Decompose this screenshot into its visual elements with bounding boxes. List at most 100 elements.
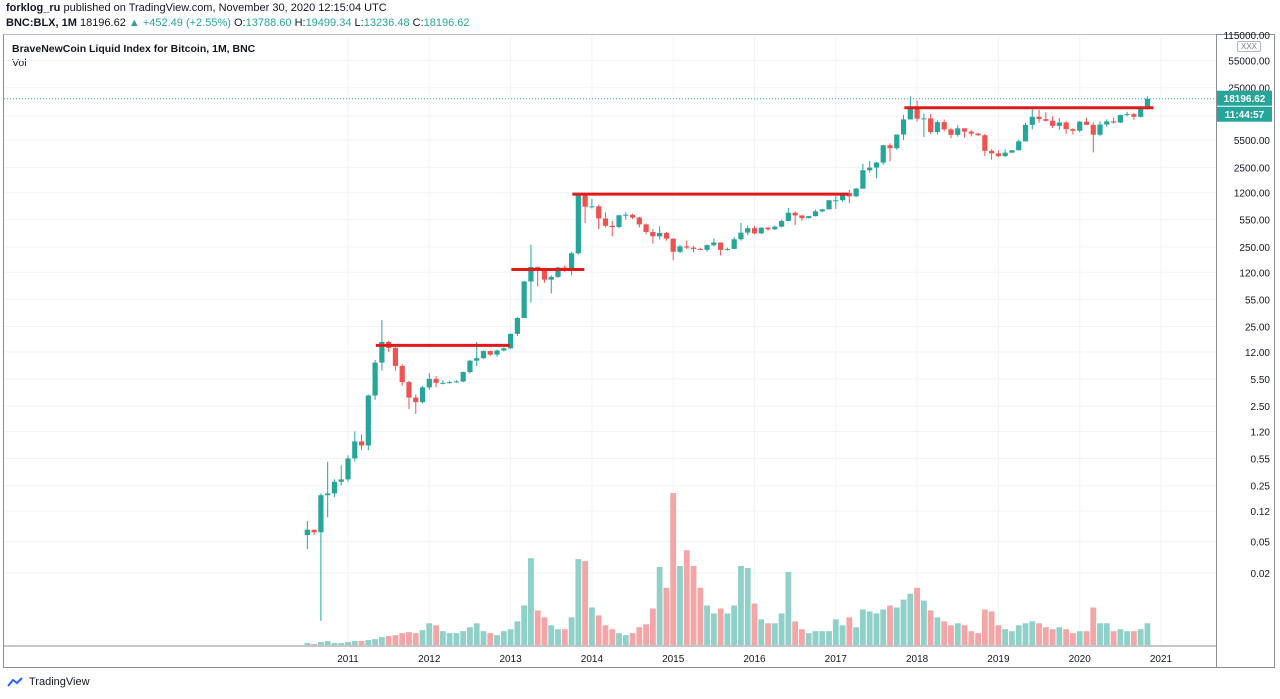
footer-brand: TradingView (29, 676, 90, 688)
volume-bar (304, 643, 311, 645)
volume-bar (656, 567, 663, 645)
candle-body (1009, 150, 1015, 153)
y-tick-label: 55.00 (1245, 295, 1270, 306)
candle-body (975, 133, 981, 136)
volume-bar (392, 635, 399, 645)
x-tick-label: 2012 (418, 654, 441, 665)
candle-body (474, 358, 480, 361)
candle-body (806, 216, 812, 219)
volume-bar (636, 627, 643, 645)
volume-bar (853, 627, 860, 645)
candle-body (697, 248, 703, 250)
volume-bar (758, 619, 765, 645)
candle-body (934, 122, 941, 132)
candle-body (304, 529, 310, 536)
volume-bar (643, 624, 649, 645)
volume-bar (453, 633, 460, 645)
y-tick-label: 0.25 (1251, 482, 1271, 493)
x-tick-label: 2018 (906, 654, 929, 665)
candle-body (555, 267, 561, 277)
candle-body (345, 458, 351, 480)
candle-body (623, 214, 629, 216)
volume-bar (805, 633, 812, 645)
last-price: 18196.62 (79, 17, 126, 29)
volume-bar (351, 641, 358, 645)
published-text: published on TradingView.com, November 3… (63, 2, 387, 14)
volume-bar (927, 610, 934, 645)
volume-bar (1036, 623, 1042, 645)
volume-bar (575, 559, 582, 645)
candle-body (318, 495, 324, 533)
volume-bar (534, 610, 541, 645)
volume-bar (975, 633, 981, 645)
x-tick-label: 2011 (337, 654, 359, 665)
volume-bar (697, 587, 704, 645)
candle-body (1077, 121, 1083, 131)
candle-body (948, 129, 954, 135)
candle-body (677, 246, 683, 252)
candle-body (1050, 120, 1056, 126)
close-label: C: (412, 17, 424, 29)
y-tick-label: 25.00 (1245, 323, 1270, 334)
high-value: 19499.34 (305, 17, 352, 29)
candle-body (1090, 124, 1096, 135)
high-label: H: (294, 17, 306, 29)
candle-body (629, 214, 636, 218)
volume-bar (1042, 627, 1049, 645)
volume-bar (751, 603, 758, 645)
y-tick-label: 25000.00 (1228, 84, 1270, 95)
volume-bar (948, 625, 954, 645)
volume-bar (941, 621, 948, 645)
y-tick-label: 0.12 (1251, 507, 1271, 518)
candle-body (1002, 152, 1008, 157)
candle-body (453, 381, 459, 383)
candle-body (724, 248, 730, 250)
candle-body (1117, 115, 1123, 123)
candle-body (589, 206, 595, 208)
volume-bar (582, 561, 589, 645)
volume-bar (372, 639, 378, 645)
candle-body (487, 351, 493, 355)
candle-body (982, 135, 988, 151)
volume-bar (724, 613, 731, 645)
publisher-name: forklog_ru (6, 2, 61, 14)
candle-body (616, 215, 622, 227)
candle-body (819, 209, 825, 212)
candle-body (812, 211, 819, 217)
volume-bar (467, 627, 473, 645)
volume-bar (1131, 631, 1137, 645)
volume-bar (595, 615, 602, 645)
volume-bar (399, 633, 406, 645)
candle-body (663, 232, 670, 239)
volume-bar (670, 493, 677, 645)
volume-bar (860, 609, 866, 645)
candle-body (467, 360, 473, 373)
volume-bar (345, 642, 351, 645)
volume-bar (663, 587, 670, 645)
candle-body (1070, 129, 1076, 131)
candle-body (1043, 119, 1049, 121)
candle-body (379, 341, 385, 363)
candle-body (765, 227, 771, 230)
candle-body (494, 350, 500, 355)
candle-body (1022, 124, 1029, 142)
price-axis[interactable] (1217, 34, 1275, 668)
candle-body (704, 245, 710, 250)
volume-bar (744, 568, 751, 645)
volume-bar (846, 617, 853, 645)
candle-body (568, 253, 575, 270)
price-change: ▲ +452.49 (+2.55%) (128, 17, 231, 29)
volume-bar (616, 633, 622, 645)
candle-body (887, 145, 893, 149)
candle-body (941, 122, 947, 130)
candle-body (1036, 116, 1042, 120)
candle-body (921, 118, 927, 120)
volume-bar (331, 643, 338, 645)
volume-bar (1009, 631, 1015, 645)
candle-body (928, 118, 934, 132)
volume-bar (555, 629, 561, 645)
volume-bar (649, 608, 656, 645)
candle-body (907, 107, 913, 120)
candle-body (433, 378, 439, 383)
